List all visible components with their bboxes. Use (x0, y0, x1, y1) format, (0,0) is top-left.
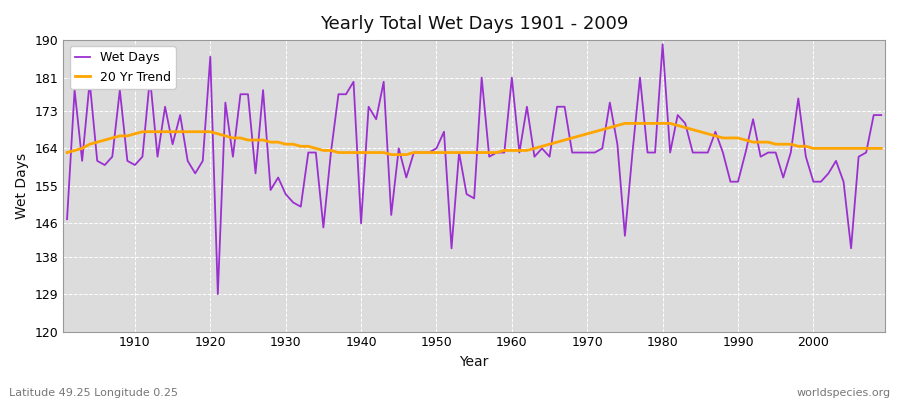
Wet Days (514, 150, 525, 155)
Line: 20 Yr Trend: 20 Yr Trend (68, 123, 881, 155)
Line: Wet Days: Wet Days (68, 44, 881, 294)
Wet Days (507, 75, 517, 80)
20 Yr Trend (876, 146, 886, 151)
20 Yr Trend (507, 148, 517, 153)
20 Yr Trend (386, 152, 397, 157)
20 Yr Trend (122, 134, 133, 138)
Wet Days (876, 113, 886, 118)
Text: Latitude 49.25 Longitude 0.25: Latitude 49.25 Longitude 0.25 (9, 388, 178, 398)
20 Yr Trend (605, 125, 616, 130)
20 Yr Trend (514, 148, 525, 153)
Wet Days (295, 204, 306, 209)
20 Yr Trend (333, 150, 344, 155)
20 Yr Trend (62, 150, 73, 155)
Wet Days (122, 158, 133, 163)
Legend: Wet Days, 20 Yr Trend: Wet Days, 20 Yr Trend (69, 46, 176, 89)
Title: Yearly Total Wet Days 1901 - 2009: Yearly Total Wet Days 1901 - 2009 (320, 15, 628, 33)
Text: worldspecies.org: worldspecies.org (796, 388, 891, 398)
Wet Days (212, 292, 223, 296)
X-axis label: Year: Year (460, 355, 489, 369)
Wet Days (605, 100, 616, 105)
Wet Days (340, 92, 351, 97)
Wet Days (657, 42, 668, 47)
20 Yr Trend (288, 142, 299, 147)
Y-axis label: Wet Days: Wet Days (15, 153, 29, 219)
20 Yr Trend (619, 121, 630, 126)
Wet Days (62, 217, 73, 222)
